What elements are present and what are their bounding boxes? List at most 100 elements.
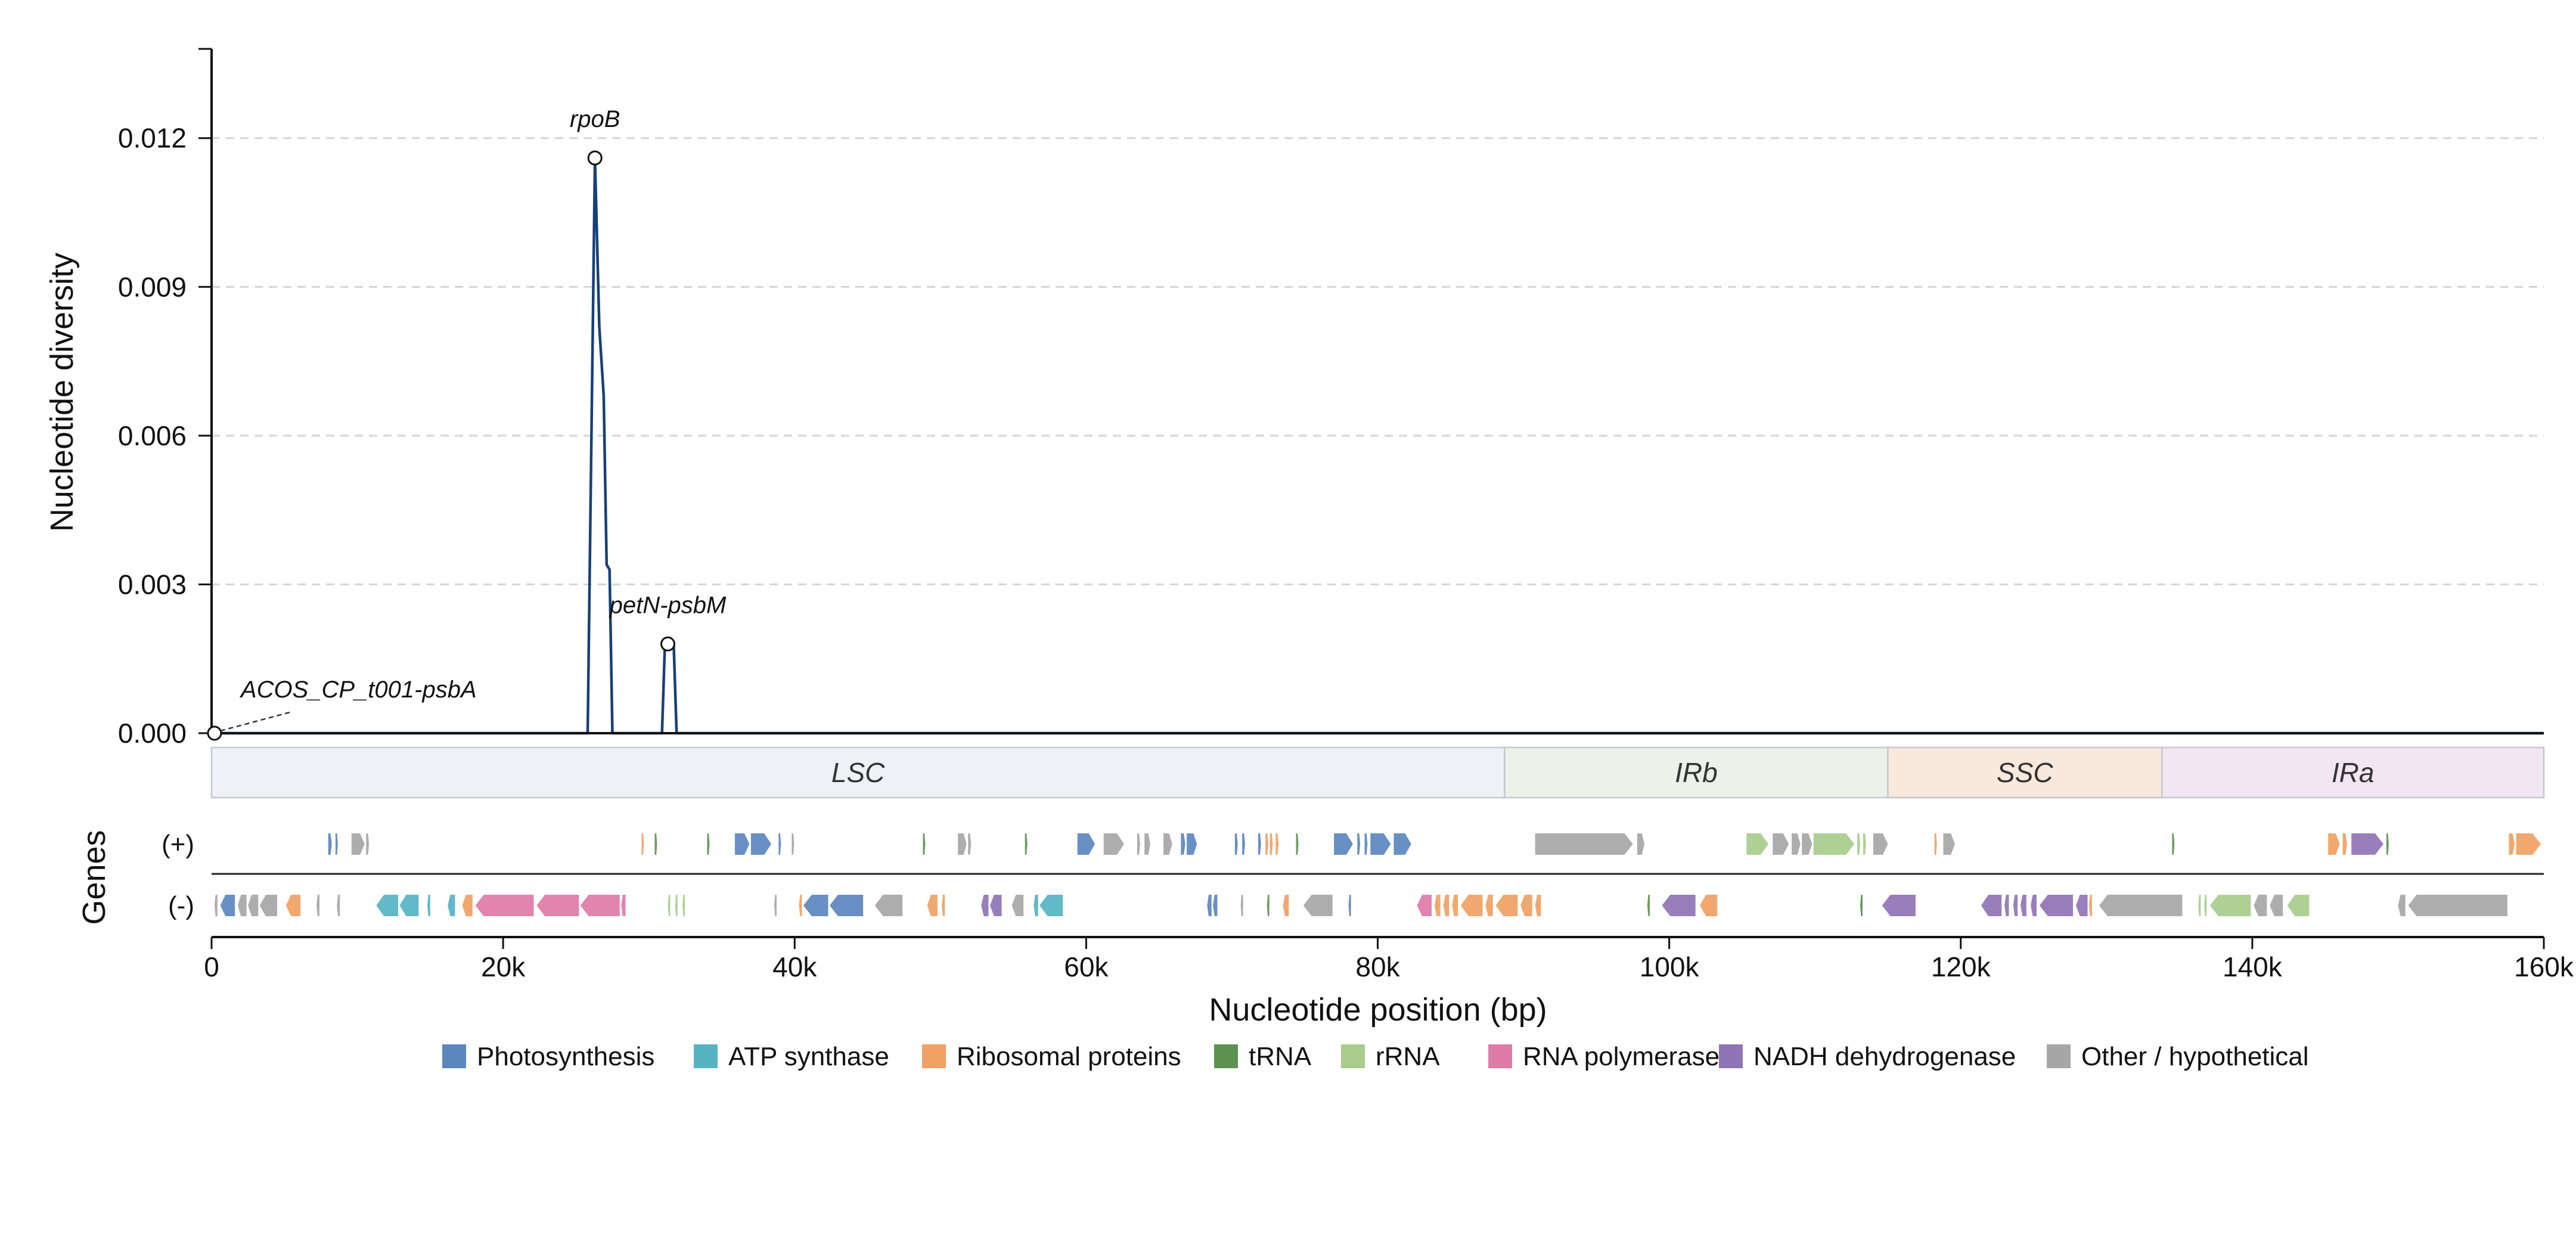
gene-minus-strand <box>1647 895 1650 916</box>
gene-minus-strand <box>2287 895 2310 916</box>
y-tick-label: 0.000 <box>118 718 187 749</box>
gene-minus-strand <box>462 895 473 916</box>
gene-minus-strand <box>220 895 235 916</box>
gene-minus-strand <box>799 895 802 916</box>
gene-minus-strand <box>316 895 319 916</box>
y-tick-label: 0.006 <box>118 420 187 451</box>
peak-marker <box>207 725 222 741</box>
gene-minus-strand <box>1460 895 1483 916</box>
legend-label: Photosynthesis <box>477 1042 654 1071</box>
peak-label: rpoB <box>570 106 620 132</box>
gene-minus-strand <box>2099 895 2183 916</box>
gene-plus-strand <box>1103 833 1124 855</box>
gene-plus-strand <box>1296 833 1299 855</box>
gene-plus-strand <box>707 833 710 855</box>
gene-minus-strand <box>1699 895 1718 916</box>
gene-minus-strand <box>621 895 626 916</box>
y-tick-label: 0.012 <box>118 123 187 154</box>
gene-plus-strand <box>2172 833 2175 855</box>
gene-minus-strand <box>1495 895 1518 916</box>
gene-plus-strand <box>1873 833 1888 855</box>
strand-label-minus: (-) <box>168 891 194 920</box>
legend-label: ATP synthase <box>728 1042 889 1071</box>
gene-plus-strand <box>1637 833 1645 855</box>
gene-minus-strand <box>989 895 1002 916</box>
gene-minus-strand <box>376 895 399 916</box>
gene-minus-strand <box>1033 895 1038 916</box>
gene-minus-strand <box>1283 895 1289 916</box>
axes <box>198 48 2544 734</box>
gene-minus-strand <box>927 895 938 916</box>
gene-minus-strand <box>774 895 777 916</box>
gene-minus-strand <box>2270 895 2283 916</box>
gene-minus-strand <box>2398 895 2406 916</box>
legend-swatch <box>922 1044 946 1068</box>
gene-plus-strand <box>1746 833 1768 855</box>
gene-minus-strand <box>448 895 455 916</box>
legend-label: NADH dehydrogenase <box>1753 1042 2016 1071</box>
legend-swatch <box>1488 1044 1512 1068</box>
gene-plus-strand <box>1535 833 1633 855</box>
legend-label: rRNA <box>1376 1042 1440 1071</box>
gene-plus-strand <box>1270 833 1273 855</box>
gene-plus-strand <box>1137 833 1140 855</box>
gene-minus-strand <box>2004 895 2009 916</box>
legend-swatch <box>2047 1044 2071 1068</box>
gene-minus-strand <box>1417 895 1432 916</box>
gene-tracks: (+) (-) <box>162 830 2544 920</box>
gene-minus-strand <box>1434 895 1441 916</box>
gene-minus-strand <box>1662 895 1696 916</box>
gene-plus-strand <box>958 833 967 855</box>
legend-swatch <box>694 1044 718 1068</box>
gene-plus-strand <box>351 833 365 855</box>
gene-plus-strand <box>1181 833 1185 855</box>
x-tick-label: 160k <box>2514 951 2574 982</box>
region-box <box>1504 746 1889 799</box>
gene-plus-strand <box>2342 833 2347 855</box>
peak-label: ACOS_CP_t001-psbA <box>240 677 477 703</box>
gene-plus-strand <box>1393 833 1411 855</box>
x-tick-label: 60k <box>1064 951 1109 982</box>
peak-label: petN-psbM <box>609 592 727 618</box>
y-axis-title: Nucleotide diversity <box>44 253 80 532</box>
gene-minus-strand <box>248 895 259 916</box>
x-tick-label: 80k <box>1355 951 1400 982</box>
x-tick-label: 140k <box>2223 951 2283 982</box>
gene-minus-strand <box>214 895 218 916</box>
x-axis-title: Nucleotide position (bp) <box>1209 992 1547 1028</box>
gene-plus-strand <box>1863 833 1866 855</box>
x-axis-ticks: 0 20k 40k 60k 80k 100k 120k 140k 160k <box>204 936 2574 982</box>
gene-minus-strand <box>829 895 864 916</box>
gene-minus-strand <box>1348 895 1351 916</box>
legend-label: Ribosomal proteins <box>957 1042 1181 1071</box>
x-tick-label: 120k <box>1931 951 1991 982</box>
gene-plus-strand <box>328 833 332 855</box>
gene-minus-strand <box>285 895 301 916</box>
gene-plus-strand <box>1234 833 1238 855</box>
region-label: IRb <box>1675 757 1718 788</box>
gene-minus-strand <box>1520 895 1532 916</box>
gene-minus-strand <box>1882 895 1916 916</box>
gene-minus-strand <box>682 895 685 916</box>
gene-minus-strand <box>675 895 678 916</box>
legend-swatch <box>1719 1044 1743 1068</box>
gene-plus-strand <box>1370 833 1391 855</box>
peak-marker <box>587 150 603 166</box>
gene-minus-strand <box>2075 895 2088 916</box>
x-tick-label: 20k <box>481 951 526 982</box>
legend-label: Other / hypothetical <box>2081 1042 2309 1071</box>
gene-minus-strand <box>399 895 419 916</box>
gene-plus-strand <box>750 833 772 855</box>
gene-minus-strand <box>2013 895 2018 916</box>
gene-plus-strand <box>654 833 657 855</box>
gene-plus-strand <box>1265 833 1269 855</box>
gene-minus-strand <box>475 895 534 916</box>
peak-marker <box>660 636 675 652</box>
gene-minus-strand <box>2039 895 2074 916</box>
diversity-series <box>212 156 2544 735</box>
legend-swatch <box>442 1044 466 1068</box>
gene-plus-strand <box>2509 833 2515 855</box>
gene-minus-strand <box>1213 895 1218 916</box>
gene-plus-strand <box>335 833 338 855</box>
